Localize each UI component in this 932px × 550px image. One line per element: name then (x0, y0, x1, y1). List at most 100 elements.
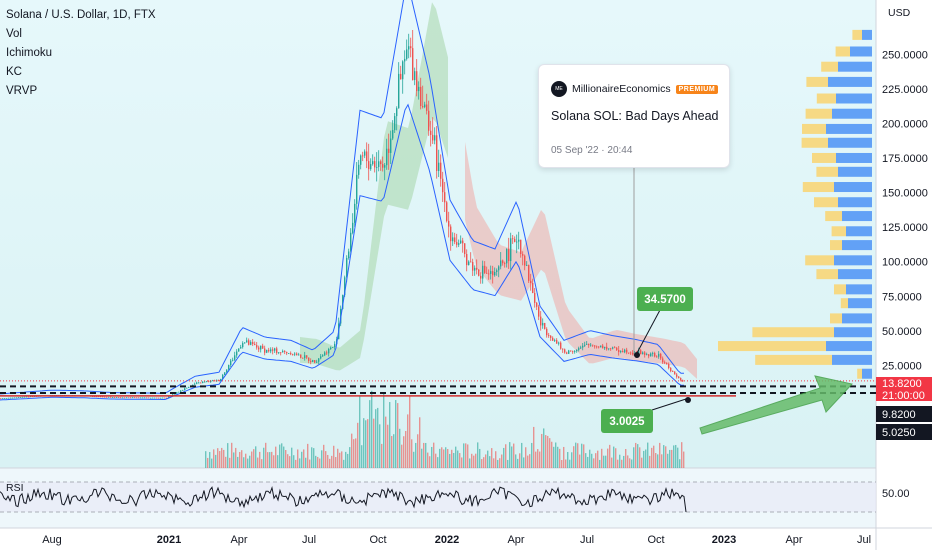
volume-bar (399, 428, 401, 468)
candle-body (10, 397, 12, 399)
volume-bar (523, 457, 525, 468)
idea-card[interactable]: ME MillionaireEconomics PREMIUM Solana S… (538, 64, 730, 168)
indicator-ichimoku[interactable]: Ichimoku (6, 47, 53, 59)
volume-bar (637, 444, 639, 468)
candle-body (438, 162, 440, 171)
volume-bar (567, 452, 569, 468)
candle-body (560, 342, 562, 349)
candle-body (662, 358, 664, 363)
candle-body (354, 203, 356, 223)
level-b-tag (876, 424, 932, 440)
volume-bar (549, 438, 551, 468)
volume-bar (577, 443, 579, 468)
volume-bar (665, 446, 667, 468)
vrvp-down-bar (831, 226, 846, 237)
volume-bar (433, 442, 435, 468)
candle-body (140, 397, 142, 399)
candle-body (402, 61, 404, 80)
volume-bar (243, 457, 245, 468)
volume-bar (223, 449, 225, 468)
candle-body (146, 397, 148, 399)
candle-body (164, 397, 166, 399)
candle-body (558, 342, 560, 344)
candle-body (284, 350, 286, 352)
volume-bar (207, 457, 209, 468)
candle-body (474, 267, 476, 271)
candle-body (566, 352, 568, 354)
candle-body (166, 397, 168, 399)
volume-bar (563, 446, 565, 468)
candle-body (26, 396, 28, 398)
candle-body (22, 396, 24, 398)
volume-bar (213, 449, 215, 468)
premium-badge: PREMIUM (675, 84, 719, 94)
candle-body (654, 353, 656, 357)
candle-body (604, 346, 606, 349)
volume-bar (423, 442, 425, 468)
volume-bar (255, 446, 257, 468)
volume-bar (499, 458, 501, 468)
candle-body (136, 397, 138, 399)
volume-bar (347, 453, 349, 468)
price-axis-tick: 50.0000 (882, 326, 922, 338)
candle-body (608, 348, 610, 350)
candle-body (572, 351, 574, 353)
candle-body (322, 355, 324, 357)
candle-body (176, 392, 178, 394)
candle-body (586, 343, 588, 345)
volume-bar (285, 450, 287, 468)
volume-bar (487, 450, 489, 468)
candle-body (456, 242, 458, 245)
candle-body (392, 130, 394, 139)
vrvp-up-bar (836, 152, 872, 163)
candle-body (278, 352, 280, 354)
indicator-vol[interactable]: Vol (6, 28, 22, 40)
candle-body (92, 396, 94, 398)
candle-body (296, 353, 298, 356)
price-axis-unit: USD (888, 7, 911, 19)
candle-body (262, 345, 264, 349)
symbol-title[interactable]: Solana / U.S. Dollar, 1D, FTX (6, 9, 156, 21)
volume-bar (271, 451, 273, 468)
volume-bar (323, 444, 325, 468)
indicator-kc[interactable]: KC (6, 66, 22, 78)
volume-bar (379, 424, 381, 468)
volume-bar (583, 444, 585, 468)
candle-body (168, 396, 170, 398)
indicator-vrvp[interactable]: VRVP (6, 85, 38, 97)
price-axis-tick: 75.0000 (882, 291, 922, 303)
volume-bar (469, 458, 471, 468)
volume-bar (601, 448, 603, 468)
volume-bars (205, 390, 685, 468)
volume-bar (283, 446, 285, 468)
candle-body (574, 351, 576, 352)
volume-bar (635, 442, 637, 468)
vrvp-up-bar (828, 137, 872, 148)
time-axis-tick: Apr (785, 534, 802, 546)
volume-bar (405, 430, 407, 468)
idea-title[interactable]: Solana SOL: Bad Days Ahead (551, 109, 719, 123)
vrvp-down-bar (840, 298, 848, 309)
volume-bar (317, 456, 319, 468)
candle-body (628, 352, 630, 354)
volume-bar (501, 454, 503, 468)
candle-body (272, 349, 274, 351)
candle-body (268, 349, 270, 352)
volume-bar (667, 453, 669, 468)
candle-body (446, 202, 448, 221)
volume-bar (227, 443, 229, 468)
volume-bar (325, 451, 327, 468)
candle-body (596, 346, 598, 348)
vrvp-up-bar (838, 166, 872, 177)
idea-author-row[interactable]: ME MillionaireEconomics PREMIUM (551, 81, 719, 97)
candle-body (624, 349, 626, 353)
candle-body (196, 382, 198, 384)
idea-author[interactable]: MillionaireEconomics (572, 83, 671, 95)
candle-body (632, 352, 634, 355)
vrvp-down-bar (802, 123, 826, 134)
candle-body (642, 352, 644, 355)
candle-body (418, 86, 420, 92)
volume-bar (265, 442, 267, 468)
